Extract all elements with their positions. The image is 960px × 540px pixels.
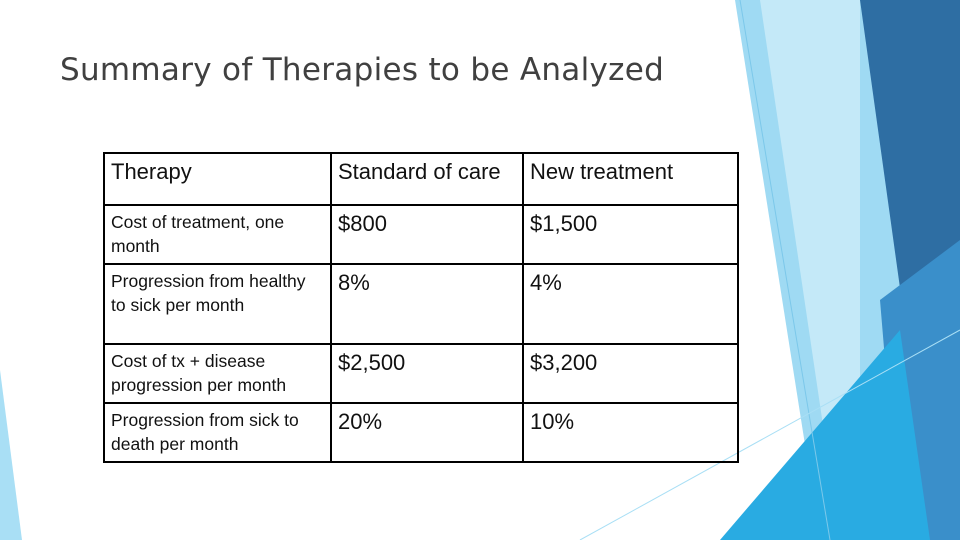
row-label: Cost of treatment, one month (103, 204, 332, 265)
table-cell: 4% (522, 263, 739, 345)
row-label: Progression from healthy to sick per mon… (103, 263, 332, 345)
row-label: Progression from sick to death per month (103, 402, 332, 463)
accent-line (739, 0, 831, 540)
table-row: Cost of tx + disease progression per mon… (103, 343, 739, 404)
row-label: Cost of tx + disease progression per mon… (103, 343, 332, 404)
table-row: Progression from healthy to sick per mon… (103, 263, 739, 345)
table-cell: $1,500 (522, 204, 739, 265)
pale-triangle (760, 0, 860, 540)
column-header: New treatment (522, 152, 739, 206)
title: Summary of Therapies to be Analyzed (60, 52, 665, 88)
column-header: Therapy (103, 152, 332, 206)
table-cell: $800 (330, 204, 524, 265)
accent-line (579, 329, 960, 540)
left-triangle (0, 370, 22, 540)
table-cell: $3,200 (522, 343, 739, 404)
table-cell: $2,500 (330, 343, 524, 404)
column-header: Standard of care (330, 152, 524, 206)
table-cell: 20% (330, 402, 524, 463)
therapy-table: Therapy Standard of care New treatment C… (103, 152, 739, 463)
bright-triangle (720, 330, 930, 540)
table-row: Cost of treatment, one month $800 $1,500 (103, 204, 739, 265)
table-row: Progression from sick to death per month… (103, 402, 739, 463)
table-cell: 8% (330, 263, 524, 345)
header-row: Therapy Standard of care New treatment (103, 152, 739, 206)
table-cell: 10% (522, 402, 739, 463)
